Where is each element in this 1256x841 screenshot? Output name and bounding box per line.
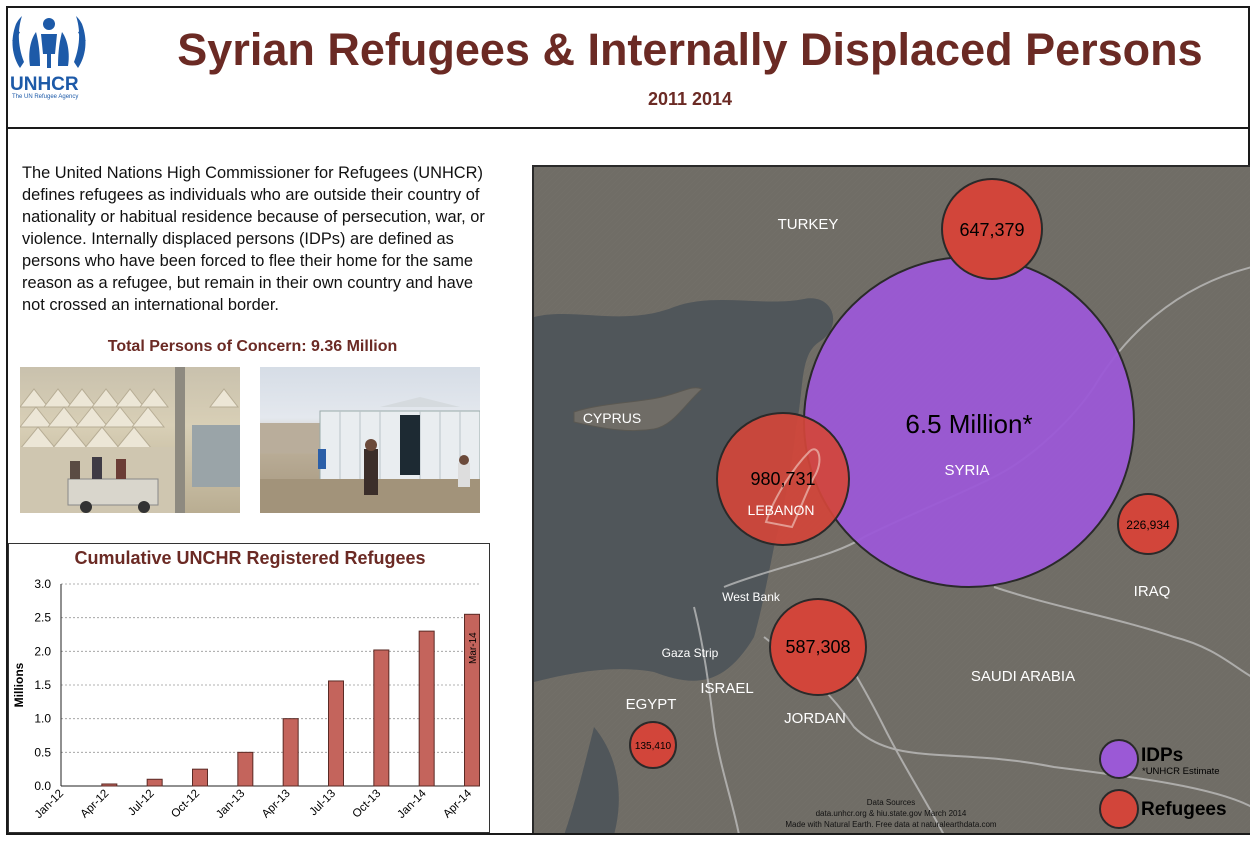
label-lebanon: LEBANON bbox=[748, 502, 815, 518]
total-persons-of-concern: Total Persons of Concern: 9.36 Million bbox=[107, 338, 398, 355]
chart-y-tick-label: 2.0 bbox=[34, 644, 51, 658]
logo-subtitle: The UN Refugee Agency bbox=[12, 94, 79, 100]
chart-x-tick-label: Apr-12 bbox=[79, 788, 112, 821]
logo-name: UNHCR bbox=[10, 74, 79, 95]
value-lebanon: 980,731 bbox=[750, 469, 815, 489]
chart-bar bbox=[101, 783, 118, 787]
refugee-bubble-jordan bbox=[769, 598, 867, 696]
refugee-bar-chart: Cumulative UNCHR Registered Refugees 0.0… bbox=[8, 543, 490, 833]
chart-annotation: Mar-14 bbox=[468, 632, 479, 664]
refugee-bubble-lebanon bbox=[716, 412, 850, 546]
chart-y-tick-label: 3.0 bbox=[34, 577, 51, 591]
refugee-bubble-egypt bbox=[629, 721, 677, 769]
label-egypt: EGYPT bbox=[626, 696, 677, 713]
value-idp-syria: 6.5 Million* bbox=[905, 409, 1032, 439]
chart-y-tick-label: 1.0 bbox=[34, 712, 51, 726]
photo-tent-camp bbox=[20, 367, 240, 513]
refugee-bubble-iraq bbox=[1117, 493, 1179, 555]
sources-line-1: data.unhcr.org & hiu.state.gov March 201… bbox=[816, 809, 967, 818]
label-saudi-arabia: SAUDI ARABIA bbox=[971, 668, 1075, 685]
chart-y-tick-label: 2.5 bbox=[34, 611, 51, 625]
label-gaza-strip: Gaza Strip bbox=[662, 646, 719, 660]
mediterranean-sea bbox=[534, 298, 834, 682]
label-syria: SYRIA bbox=[944, 462, 989, 479]
chart-y-tick-label: 0.0 bbox=[34, 779, 51, 793]
photo-children-tent bbox=[260, 367, 480, 513]
legend-idp-note: *UNHCR Estimate bbox=[1142, 766, 1220, 777]
chart-bar bbox=[192, 768, 208, 787]
label-israel: ISRAEL bbox=[700, 680, 753, 697]
legend-refugee-swatch bbox=[1099, 789, 1139, 829]
value-turkey: 647,379 bbox=[959, 220, 1024, 240]
label-turkey: TURKEY bbox=[778, 216, 839, 233]
chart-x-tick-label: Apr-13 bbox=[260, 788, 293, 821]
legend-idp-swatch bbox=[1099, 739, 1139, 779]
intro-paragraph: The United Nations High Commissioner for… bbox=[22, 164, 485, 314]
red-sea bbox=[564, 727, 619, 833]
header-divider bbox=[6, 127, 1250, 129]
chart-bar bbox=[464, 613, 480, 787]
region-map: TURKEY 647,379 CYPRUS 6.5 Million* SYRIA… bbox=[532, 165, 1250, 833]
cyprus-island bbox=[573, 387, 703, 432]
value-jordan: 587,308 bbox=[785, 637, 850, 657]
page-title: Syrian Refugees & Internally Displaced P… bbox=[177, 24, 1203, 75]
chart-bar bbox=[373, 649, 390, 787]
chart-x-tick-label: Jan-13 bbox=[214, 788, 247, 821]
chart-x-tick-label: Apr-14 bbox=[441, 787, 474, 820]
chart-x-tick-label: Jul-13 bbox=[307, 788, 338, 819]
unhcr-logo: UNHCR The UN Refugee Agency bbox=[10, 10, 88, 104]
legend-idp-label: IDPs bbox=[1141, 745, 1183, 766]
chart-x-tick-label: Jan-14 bbox=[395, 787, 429, 821]
label-jordan: JORDAN bbox=[784, 710, 846, 727]
sources-heading: Data Sources bbox=[867, 798, 915, 807]
chart-y-tick-label: 0.5 bbox=[34, 745, 51, 759]
page-subtitle: 2011 2014 bbox=[647, 89, 733, 109]
chart-x-tick-label: Oct-12 bbox=[169, 788, 202, 821]
label-iraq: IRAQ bbox=[1134, 583, 1171, 600]
chart-bar bbox=[328, 680, 344, 787]
refugee-bubble-turkey bbox=[941, 178, 1043, 280]
chart-bar bbox=[146, 778, 163, 787]
chart-x-tick-label: Jul-12 bbox=[126, 788, 157, 819]
chart-bar bbox=[418, 630, 435, 787]
label-west-bank: West Bank bbox=[722, 590, 781, 604]
chart-title: Cumulative UNCHR Registered Refugees bbox=[74, 548, 426, 568]
chart-bar bbox=[282, 718, 299, 787]
chart-bar bbox=[237, 751, 254, 787]
label-cyprus: CYPRUS bbox=[583, 410, 641, 426]
value-egypt: 135,410 bbox=[635, 741, 672, 752]
sources-line-2: Made with Natural Earth. Free data at na… bbox=[785, 820, 997, 829]
chart-x-tick-label: Oct-13 bbox=[351, 788, 384, 821]
unhcr-emblem-icon bbox=[12, 16, 86, 68]
chart-y-tick-label: 1.5 bbox=[34, 678, 51, 692]
chart-y-axis-label: Millions bbox=[12, 662, 26, 707]
legend-refugees-label: Refugees bbox=[1141, 799, 1227, 820]
value-iraq: 226,934 bbox=[1126, 518, 1170, 532]
